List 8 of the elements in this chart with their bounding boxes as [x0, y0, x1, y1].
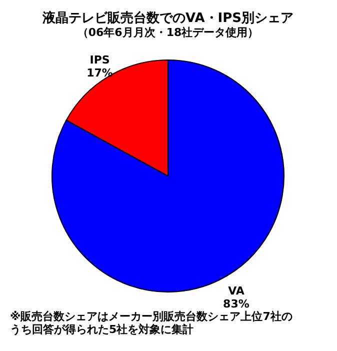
data-label: 83%	[223, 297, 250, 310]
text: ※販売台数シェアはメーカー別販売台数シェア上位7社の	[10, 310, 294, 323]
text: うち回答が得られた5社を対象に集計	[10, 323, 195, 336]
slice-label: IPS	[90, 54, 110, 67]
slice-label: VA	[228, 284, 245, 298]
data-label: 17%	[86, 66, 113, 80]
chart-title: 液晶テレビ販売台数でのVA・IPS別シェア	[42, 10, 294, 26]
chart-subtitle: （06年6月月次・18社データ使用）	[77, 26, 259, 39]
